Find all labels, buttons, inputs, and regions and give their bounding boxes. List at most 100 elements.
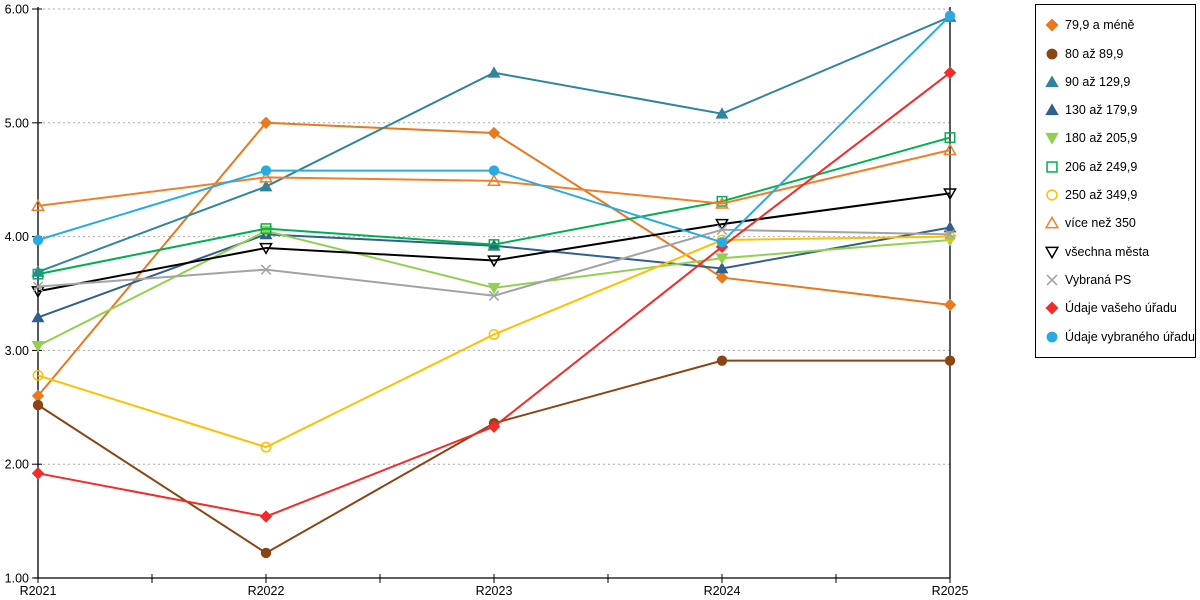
- data-point-diamond: [715, 271, 729, 284]
- legend-item: 90 až 129,9: [1045, 70, 1195, 94]
- legend-item: více než 350: [1045, 211, 1195, 235]
- data-point-triangle-down: [1045, 133, 1059, 146]
- circle-marker-icon: [1046, 48, 1058, 60]
- line-chart: 1.00 2.00 3.00 4.00 5.00 6.00 R2021 R2022 R2023 R…: [5, 3, 969, 599]
- series-line: [37, 235, 951, 449]
- legend-item: 80 až 89,9: [1045, 42, 1195, 66]
- data-point-square: [488, 239, 500, 251]
- y-axis-tick-label: 2.00: [5, 458, 29, 472]
- data-point-circle: [260, 547, 272, 559]
- data-point-diamond: [943, 66, 957, 79]
- y-axis-tick-label: 4.00: [5, 230, 29, 244]
- data-point-triangle-down: [31, 340, 45, 353]
- legend-item-label: 250 až 349,9: [1065, 188, 1138, 203]
- y-axis-tick-label: 1.00: [5, 572, 29, 586]
- series-line: [37, 136, 951, 276]
- data-point-square: [1046, 161, 1058, 173]
- data-point-diamond: [1045, 18, 1059, 32]
- data-point-diamond: [943, 298, 957, 312]
- data-point-square: [716, 195, 728, 207]
- data-point-diamond: [487, 420, 501, 433]
- data-point-square: [944, 132, 956, 144]
- data-point-triangle-down: [943, 188, 957, 201]
- data-point-diamond: [259, 116, 273, 130]
- triangle-up-marker-icon: [1045, 75, 1059, 88]
- data-point-circle: [32, 399, 44, 411]
- legend-item: 250 až 349,9: [1045, 183, 1195, 207]
- data-point-x: [716, 224, 728, 236]
- data-point-triangle-up: [31, 198, 45, 212]
- data-point-triangle-up: [1045, 103, 1059, 116]
- x-axis-tick-label: R2024: [704, 584, 741, 598]
- series-line: [37, 71, 951, 518]
- legend-item: Údaje vybraného úřadu: [1045, 325, 1195, 349]
- data-point-triangle-up: [31, 310, 45, 323]
- series-line: [37, 16, 951, 273]
- data-point-circle: [1046, 48, 1058, 60]
- data-point-x: [488, 290, 500, 302]
- data-point-triangle-down: [487, 255, 501, 268]
- x-axis-tick-label: R2023: [476, 584, 513, 598]
- legend-item: Údaje vašeho úřadu: [1045, 296, 1195, 320]
- data-point-circle: [260, 165, 272, 176]
- x-axis-tick-label: R2025: [932, 584, 969, 598]
- legend-item: všechna města: [1045, 240, 1195, 264]
- triangle-down-marker-icon: [1045, 246, 1059, 259]
- data-point-circle: [260, 441, 272, 453]
- data-point-triangle-up: [943, 143, 957, 156]
- data-point-triangle-up: [715, 196, 729, 209]
- y-axis-tick-label: 3.00: [5, 344, 29, 358]
- data-point-square: [32, 268, 44, 280]
- series-line: [37, 192, 951, 293]
- legend-item: 79,9 a méně: [1045, 13, 1195, 37]
- data-point-circle: [488, 165, 500, 176]
- data-point-triangle-up: [259, 170, 273, 183]
- data-point-diamond: [487, 126, 501, 140]
- circle-marker-icon: [1046, 189, 1058, 201]
- legend-item-label: více než 350: [1065, 216, 1136, 231]
- data-point-circle: [716, 355, 728, 366]
- data-point-triangle-up: [487, 66, 501, 78]
- data-point-circle: [944, 10, 956, 22]
- data-point-x: [260, 264, 272, 275]
- data-point-triangle-up: [1045, 216, 1059, 229]
- data-point-circle: [716, 237, 728, 248]
- legend-item: 180 až 205,9: [1045, 126, 1195, 150]
- triangle-up-marker-icon: [1045, 103, 1059, 116]
- legend-item: Vybraná PS: [1045, 268, 1195, 292]
- legend-item-label: 130 až 179,9: [1065, 103, 1138, 118]
- circle-marker-icon: [1046, 331, 1058, 342]
- data-point-triangle-down: [259, 242, 273, 255]
- data-point-triangle-down: [715, 253, 729, 265]
- data-point-triangle-up: [715, 107, 729, 119]
- data-point-x: [1046, 274, 1058, 286]
- data-point-diamond: [259, 510, 273, 523]
- legend-item: 206 až 249,9: [1045, 155, 1195, 179]
- data-point-circle: [944, 231, 956, 243]
- legend-item: 130 až 179,9: [1045, 98, 1195, 122]
- data-point-triangle-down: [487, 282, 501, 295]
- data-point-circle: [1046, 331, 1058, 342]
- legend-item-label: Vybraná PS: [1065, 272, 1132, 287]
- legend-item-label: 79,9 a méně: [1065, 18, 1135, 33]
- data-point-x: [944, 229, 956, 240]
- legend-item-label: 90 až 129,9: [1065, 74, 1131, 89]
- y-axis-tick-label: 6.00: [5, 3, 29, 17]
- legend-item-label: všechna města: [1065, 244, 1150, 259]
- triangle-up-marker-icon: [1045, 216, 1059, 229]
- data-point-circle: [32, 234, 44, 246]
- x-marker-icon: [1046, 274, 1058, 286]
- triangle-down-marker-icon: [1045, 133, 1059, 146]
- legend: 79,9 a méně 80 až 89,9 90 až 129,9 130 až 1…: [1035, 4, 1196, 358]
- data-point-triangle-down: [715, 218, 729, 231]
- series-line: [37, 121, 951, 397]
- series-line: [37, 359, 950, 555]
- data-point-diamond: [1045, 301, 1059, 315]
- data-point-triangle-up: [259, 180, 273, 192]
- data-point-triangle-up: [487, 173, 501, 186]
- data-point-circle: [944, 355, 956, 366]
- data-point-circle: [488, 329, 500, 340]
- legend-item-label: 206 až 249,9: [1065, 159, 1138, 174]
- data-point-circle: [1046, 189, 1058, 201]
